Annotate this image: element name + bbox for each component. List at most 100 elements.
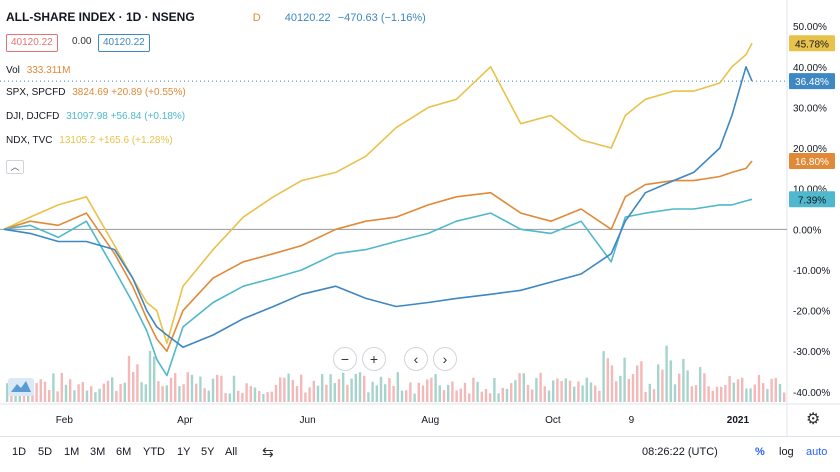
volume-bar [442,390,446,402]
range-ytd[interactable]: YTD [143,446,165,458]
ask-box[interactable]: 40120.22 [98,34,150,52]
zoom-out-button[interactable]: − [333,347,357,371]
volume-bar [598,390,601,402]
y-tick-label: 0.00% [793,225,821,236]
volume-bar [715,386,719,402]
range-1d[interactable]: 1D [12,446,27,458]
volume-bar [577,381,580,402]
logo-mountain-icon [11,381,31,392]
legend-ndx[interactable]: NDX, TVC 13105.2 +165.6 (+1.28%) [6,134,177,147]
volume-bar [501,387,504,402]
volume-bar [514,380,517,402]
volume-bar [703,373,706,402]
volume-bar [636,365,639,402]
range-1y[interactable]: 1Y [177,446,191,458]
volume-bar [211,378,215,402]
clock-time[interactable]: 08:26:22 (UTC) [642,446,718,458]
volume-bar [489,393,492,402]
range-1m[interactable]: 1M [64,446,80,458]
legend-spx[interactable]: SPX, SPCFD 3824.69 +20.89 (+0.55%) [6,86,190,99]
interval-badge[interactable]: D [252,12,261,24]
volume-bar [493,377,496,402]
scroll-left-button[interactable]: ‹ [404,347,428,371]
volume-bar [274,384,278,402]
volume-bar [279,377,282,402]
volume-bar [56,391,59,402]
percent-toggle[interactable]: % [755,446,765,458]
volume-bar [60,372,63,402]
series-line-spx[interactable] [3,160,753,353]
legend-dji[interactable]: DJI, DJCFD 31097.98 +56.84 (+0.18%) [6,110,189,123]
x-tick-label: Feb [56,415,74,426]
volume-bar [249,386,252,402]
compare-dates-icon[interactable]: ⇆ [262,444,274,460]
settings-gear-icon[interactable]: ⚙ [806,411,821,428]
bid-box[interactable]: 40120.22 [6,34,58,52]
volume-bar [379,376,383,402]
volume-bar [413,393,416,402]
volume-bar [522,373,525,402]
volume-bar [510,383,513,402]
volume-bar [720,386,723,402]
volume-bar [283,377,286,402]
last-value-badge [789,153,835,170]
volume-bar [144,384,147,402]
range-3m[interactable]: 3M [90,446,106,458]
volume-bar [384,384,387,402]
volume-bar [728,376,731,402]
volume-bar [476,381,479,402]
legend-vol-value: 333.311M [26,65,71,76]
volume-bar [409,382,412,402]
series-line-all-share-index[interactable] [3,66,753,349]
volume-bar [770,378,773,402]
volume-bar [451,381,454,402]
collapse-legend-icon[interactable]: ︿ [6,160,24,174]
volume-bar [468,393,471,402]
volume-bar [358,372,362,402]
volume-bar [531,389,534,402]
volume-bar [321,374,324,402]
y-tick-label: 10.00% [793,185,827,196]
volume-bar [484,389,488,402]
volume-bar [400,390,404,402]
volume-bar [707,386,710,402]
volume-bar [556,378,559,402]
range-all[interactable]: All [225,446,238,458]
volume-bar [312,380,315,402]
volume-bar [497,393,500,402]
range-5d[interactable]: 5D [38,446,53,458]
volume-bar [505,388,509,402]
volume-bar [615,381,618,402]
range-6m[interactable]: 6M [116,446,132,458]
legend-spx-value: 3824.69 +20.89 (+0.55%) [72,87,186,98]
volume-bar [148,350,152,402]
volume-bar [564,378,567,402]
volume-bar [661,369,664,402]
log-toggle[interactable]: log [779,446,794,458]
symbol-title[interactable]: ALL-SHARE INDEX · 1D · NSENG [6,10,195,24]
volume-bar [774,377,777,402]
volume-bar [762,383,765,402]
legend-vol[interactable]: Vol 333.311M [6,64,74,77]
zoom-in-button[interactable]: + [362,347,386,371]
series-line-dji[interactable] [3,198,753,377]
volume-bar [371,381,374,402]
volume-bar [535,378,538,402]
volume-bar [35,383,38,402]
volume-bar [623,357,626,402]
volume-bar [430,377,433,402]
scroll-right-button[interactable]: › [433,347,457,371]
price-change: −470.63 (−1.16%) [337,12,426,24]
auto-toggle[interactable]: auto [806,446,828,458]
volume-bar [203,388,206,402]
volume-bar [64,384,68,402]
volume-bar [640,361,643,402]
volume-bar [682,358,685,402]
volume-bar [140,382,143,402]
range-5y[interactable]: 5Y [201,446,215,458]
volume-bar [678,373,681,402]
volume-bar [174,372,177,402]
volume-bar [308,387,311,402]
volume-bar [136,364,139,402]
